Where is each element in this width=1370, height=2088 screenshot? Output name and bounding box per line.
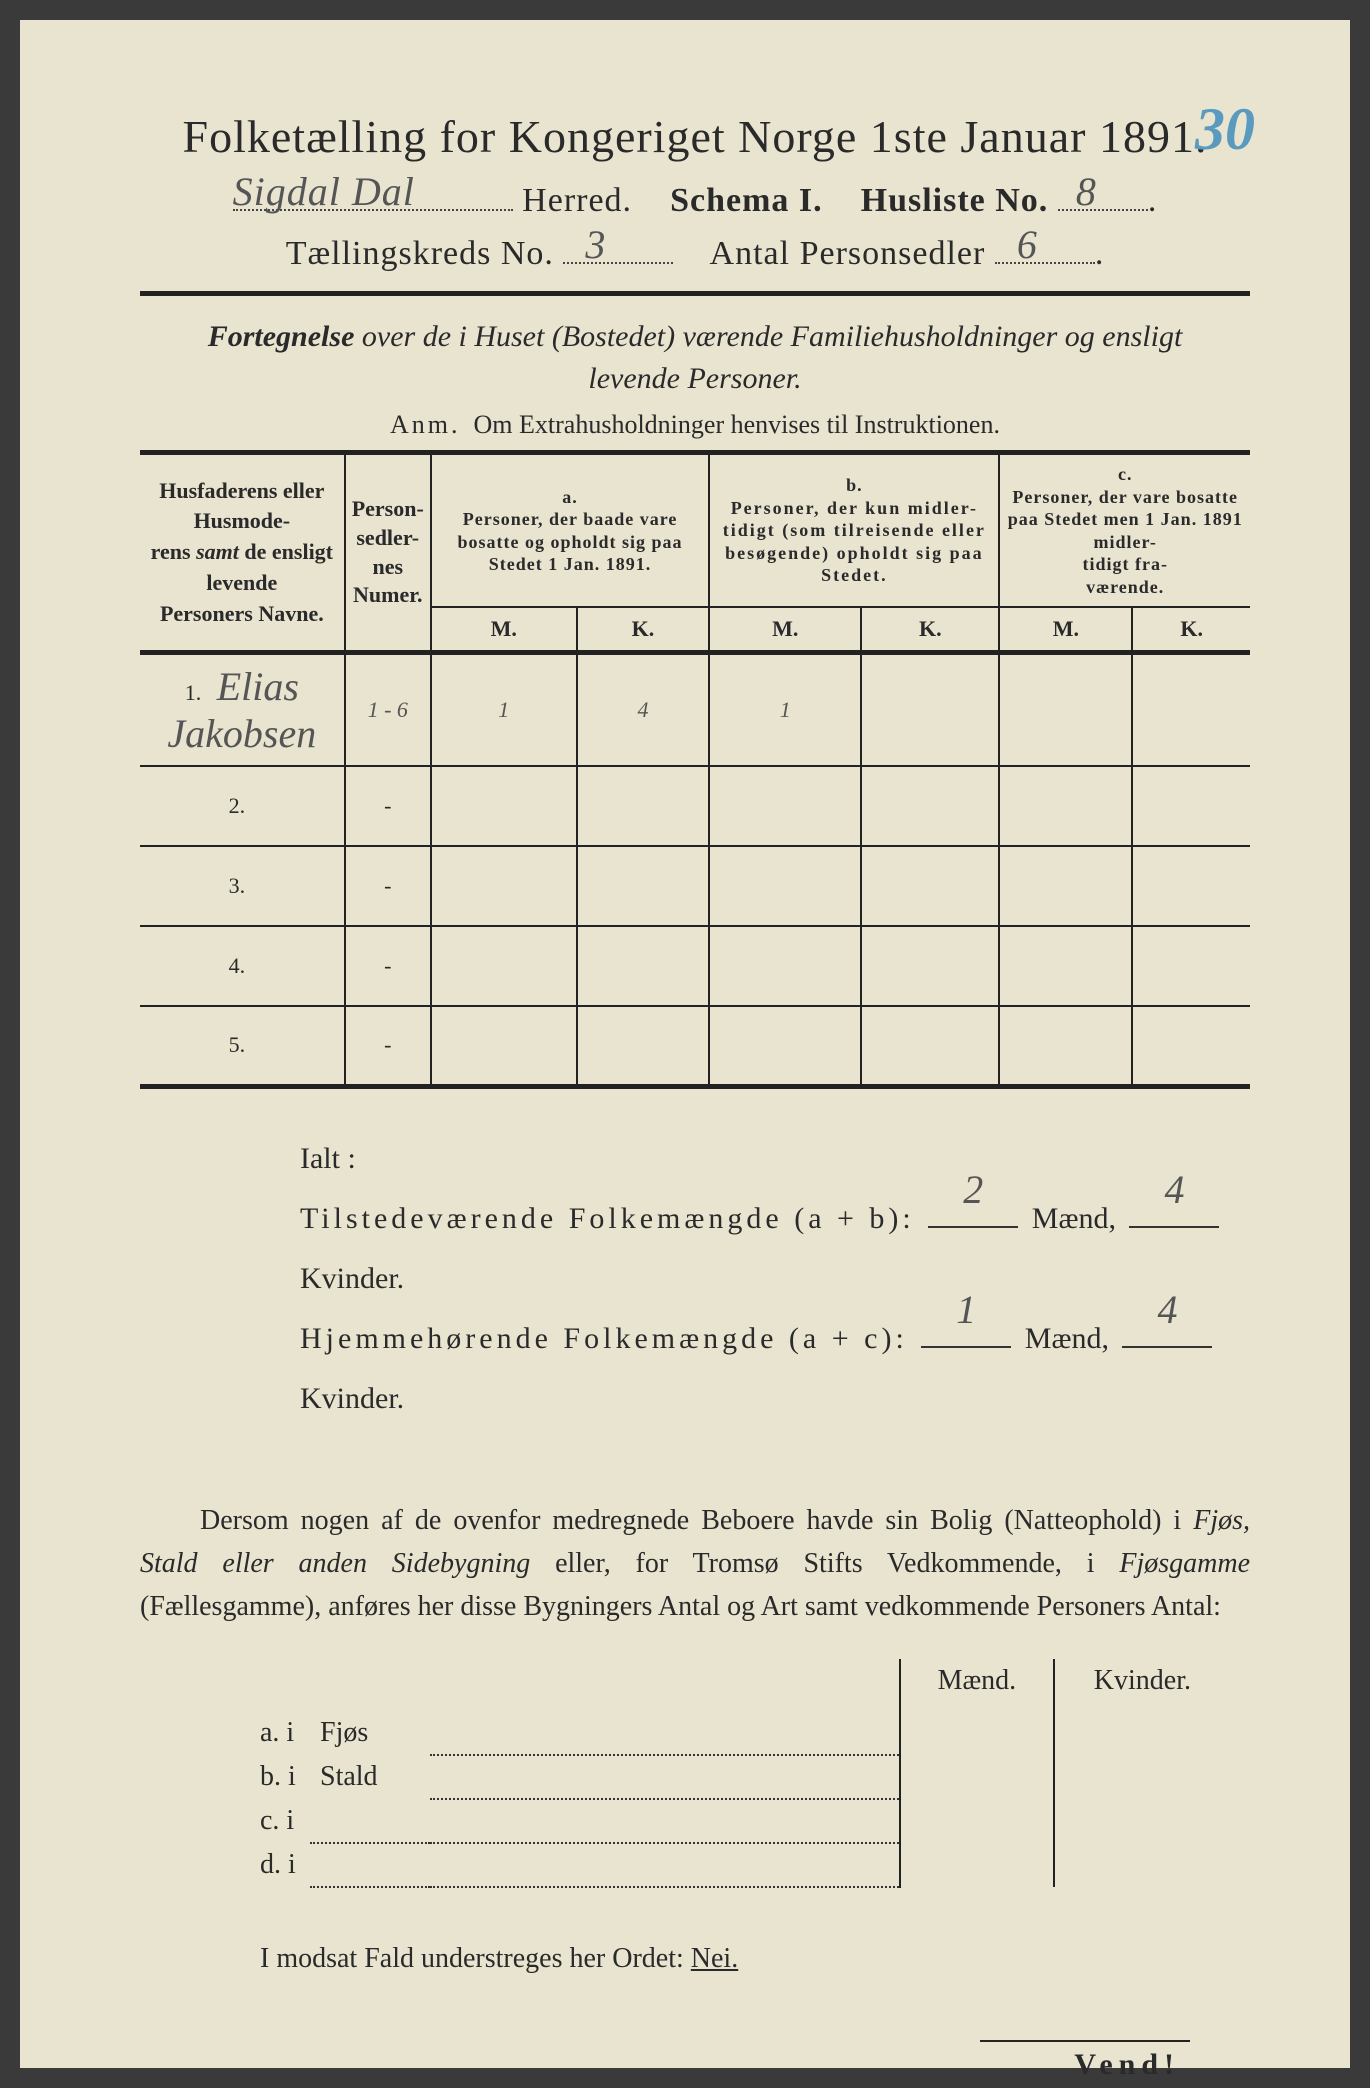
byg-row: a. i Fjøs (250, 1711, 1230, 1755)
husliste-label: Husliste No. (861, 182, 1049, 219)
sub-a-k: K. (577, 607, 710, 653)
row-numer: - (345, 766, 431, 846)
sub-c-k: K. (1132, 607, 1250, 653)
cell-b-m: 1 (709, 653, 861, 767)
sub-a-m: M. (431, 607, 577, 653)
row-num: 5. (229, 1032, 246, 1057)
row-name: Elias Jakobsen (167, 664, 316, 756)
col-a-text: Personer, der baade vare bosatte og opho… (458, 509, 683, 574)
row-numer: 1 - 6 (345, 653, 431, 767)
ialt-1-m: 2 (928, 1150, 1018, 1230)
table-row: 2. - (140, 766, 1250, 846)
table-row: 1. Elias Jakobsen 1 - 6 1 4 1 (140, 653, 1250, 767)
maend-label: Mænd, (1032, 1202, 1116, 1235)
nei-word: Nei. (691, 1943, 738, 1974)
modsat-text: I modsat Fald understreges her Ordet: (260, 1943, 684, 1974)
byg-row-type: Fjøs (310, 1711, 430, 1755)
herred-label: Herred. (522, 182, 632, 219)
antal-value: 6 (1017, 221, 1038, 268)
cell-a-m: 1 (431, 653, 577, 767)
annotation-line: Anm. Om Extrahusholdninger henvises til … (140, 410, 1250, 440)
kreds-label: Tællingskreds No. (286, 235, 554, 272)
census-table: Husfaderens eller Husmode-rens samt de e… (140, 450, 1250, 1089)
row-num: 4. (229, 953, 246, 978)
row-numer: - (345, 1006, 431, 1086)
col-a-label: a. (562, 487, 578, 507)
col-head-a: a. Personer, der baade vare bosatte og o… (431, 453, 710, 608)
schema-label: Schema I. (670, 182, 823, 219)
col-head-c: c. Personer, der vare bosatte paa Stedet… (999, 453, 1250, 608)
byg-head-m: Mænd. (900, 1659, 1054, 1711)
ialt-heading: Ialt : (300, 1129, 1250, 1189)
byg-row: c. i (250, 1799, 1230, 1843)
byg-row-label: b. i (250, 1755, 310, 1799)
header-line-2: Sigdal Dal Herred. Schema I. Husliste No… (140, 177, 1250, 220)
byg-row: b. i Stald (250, 1755, 1230, 1799)
vend-rule (980, 2040, 1190, 2042)
vend-label: Vend! (140, 2048, 1180, 2082)
byg-head-k: Kvinder. (1054, 1659, 1230, 1711)
ialt-2-m: 1 (921, 1270, 1011, 1350)
totals-block: Ialt : Tilstedeværende Folkemængde (a + … (300, 1129, 1250, 1429)
modsat-line: I modsat Fald understreges her Ordet: Ne… (140, 1943, 1250, 1975)
ialt-1-k: 4 (1129, 1150, 1219, 1230)
anm-label: Anm. (390, 410, 461, 439)
building-paragraph: Dersom nogen af de ovenfor medregnede Be… (140, 1499, 1250, 1629)
col-c-label: c. (1118, 464, 1133, 484)
byg-row-type: Stald (310, 1755, 430, 1799)
cell-a-k: 4 (577, 653, 710, 767)
divider (140, 291, 1250, 296)
byg-row-label: a. i (250, 1711, 310, 1755)
ialt-line1-label: Tilstedeværende Folkemængde (a + b): (300, 1202, 915, 1235)
sub-b-k: K. (861, 607, 999, 653)
census-form-page: 30 Folketælling for Kongeriget Norge 1st… (20, 20, 1350, 2068)
table-row: 3. - (140, 846, 1250, 926)
subtitle: Fortegnelse over de i Huset (Bostedet) v… (140, 316, 1250, 400)
col-b-label: b. (846, 475, 863, 495)
row-num: 2. (229, 793, 246, 818)
kvinder-label: Kvinder. (300, 1382, 404, 1415)
main-title: Folketælling for Kongeriget Norge 1ste J… (140, 110, 1250, 163)
antal-label: Antal Personsedler (710, 235, 986, 272)
row-numer: - (345, 926, 431, 1006)
ialt-line-1: Tilstedeværende Folkemængde (a + b): 2 M… (300, 1189, 1250, 1309)
kreds-value: 3 (585, 221, 606, 268)
col-head-numer: Person-sedler-nesNumer. (345, 453, 431, 653)
byg-row-label: c. i (250, 1799, 310, 1843)
table-row: 5. - (140, 1006, 1250, 1086)
byg-row: d. i (250, 1843, 1230, 1887)
page-number-handwritten: 30 (1195, 95, 1255, 164)
building-table: Mænd. Kvinder. a. i Fjøs b. i Stald c. i… (250, 1659, 1230, 1888)
col-head-b: b. Personer, der kun midler-tidigt (som … (709, 453, 999, 608)
husliste-value: 8 (1076, 168, 1097, 215)
anm-text: Om Extrahusholdninger henvises til Instr… (474, 410, 1000, 439)
cell-b-k (861, 653, 999, 767)
sub-c-m: M. (999, 607, 1132, 653)
header-block: Folketælling for Kongeriget Norge 1ste J… (140, 110, 1250, 273)
table-row: 4. - (140, 926, 1250, 1006)
sub-b-m: M. (709, 607, 861, 653)
row-num: 3. (229, 873, 246, 898)
col-head-names: Husfaderens eller Husmode-rens samt de e… (140, 453, 345, 653)
cell-c-k (1132, 653, 1250, 767)
ialt-2-k: 4 (1122, 1270, 1212, 1350)
row-num: 1. (185, 680, 202, 705)
row-numer: - (345, 846, 431, 926)
header-line-3: Tællingskreds No. 3 Antal Personsedler 6… (140, 230, 1250, 273)
maend-label: Mænd, (1025, 1322, 1109, 1355)
kvinder-label: Kvinder. (300, 1262, 404, 1295)
ialt-line2-label: Hjemmehørende Folkemængde (a + c): (300, 1322, 908, 1355)
byg-row-label: d. i (250, 1843, 310, 1887)
herred-value: Sigdal Dal (233, 168, 415, 215)
cell-c-m (999, 653, 1132, 767)
ialt-line-2: Hjemmehørende Folkemængde (a + c): 1 Mæn… (300, 1309, 1250, 1429)
